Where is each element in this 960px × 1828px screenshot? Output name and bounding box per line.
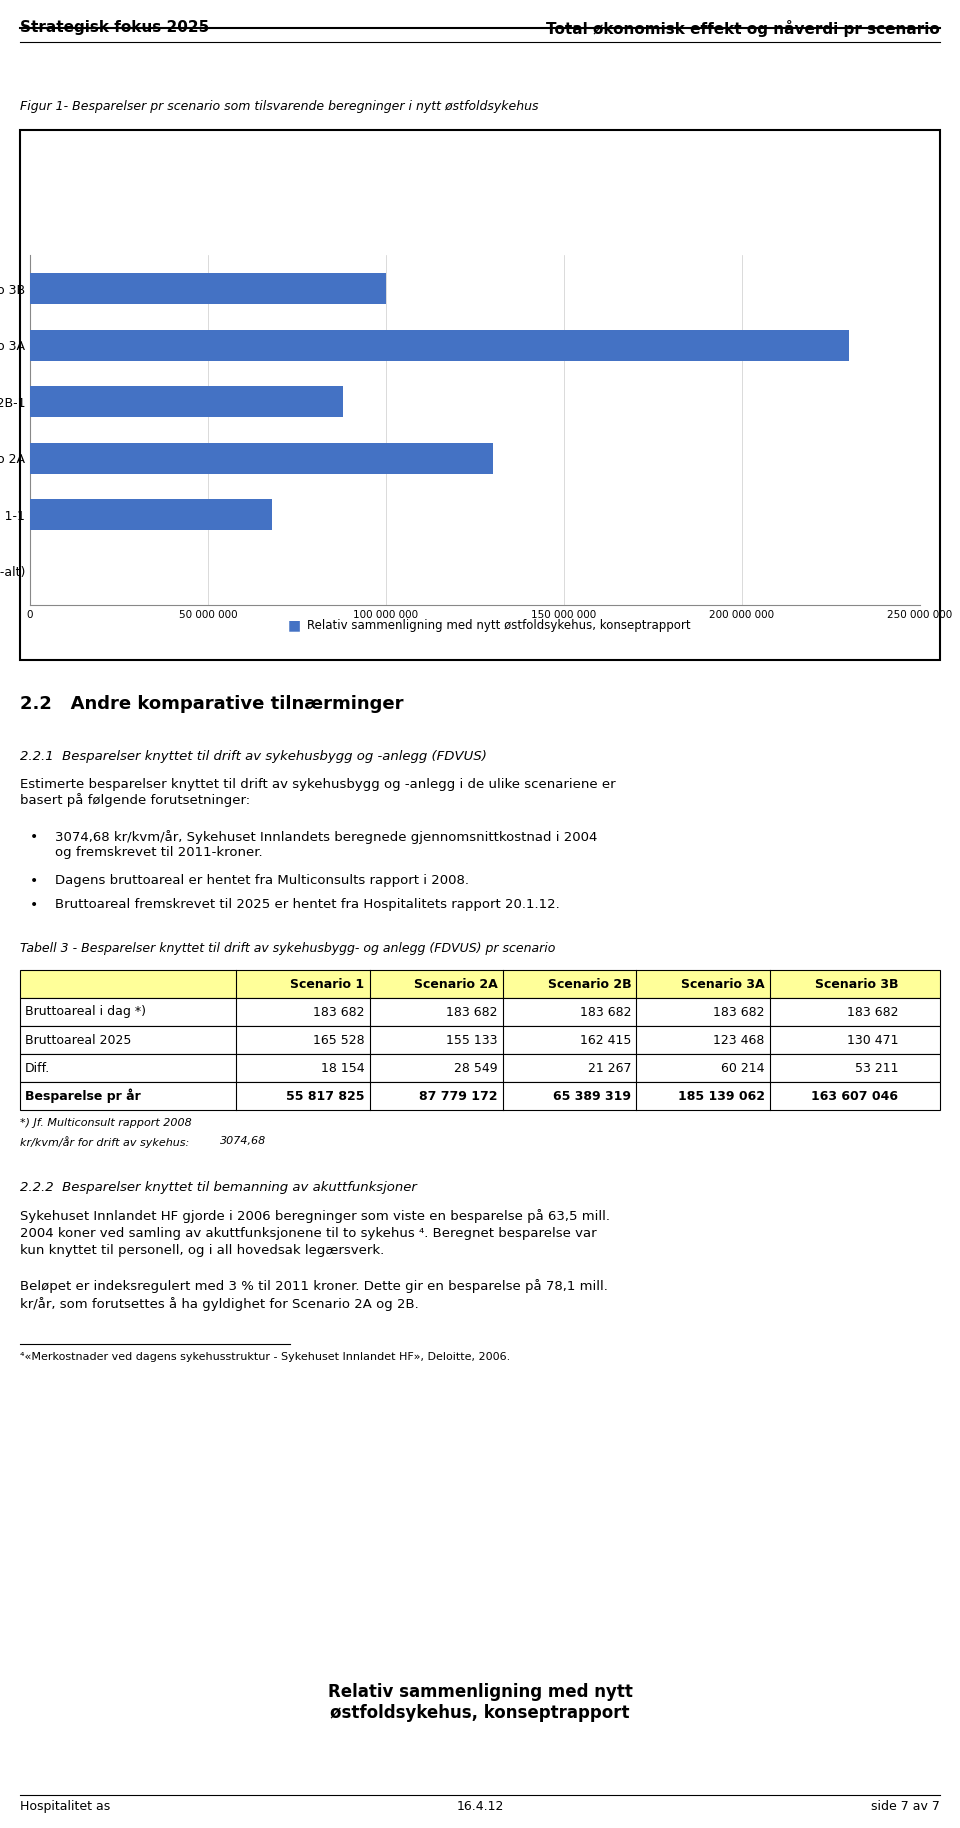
- Bar: [20, 998, 940, 1026]
- Text: kr/kvm/år for drift av sykehus:: kr/kvm/år for drift av sykehus:: [20, 1135, 189, 1148]
- Text: 53 211: 53 211: [854, 1062, 899, 1075]
- Text: Scenario 3B: Scenario 3B: [815, 978, 899, 991]
- Bar: [30, 274, 386, 305]
- Text: Diff.: Diff.: [25, 1062, 50, 1075]
- Text: Besparelse pr år: Besparelse pr år: [25, 1089, 141, 1104]
- Text: 16.4.12: 16.4.12: [456, 1801, 504, 1813]
- Bar: [20, 971, 940, 998]
- Text: 28 549: 28 549: [454, 1062, 498, 1075]
- Text: Tabell 3 - Besparelser knyttet til drift av sykehusbygg- og anlegg (FDVUS) pr sc: Tabell 3 - Besparelser knyttet til drift…: [20, 941, 556, 954]
- Text: 3074,68 kr/kvm/år, Sykehuset Innlandets beregnede gjennomsnittkostnad i 2004
og : 3074,68 kr/kvm/år, Sykehuset Innlandets …: [55, 830, 597, 859]
- Text: Relativ sammenligning med nytt
østfoldsykehus, konseptrapport: Relativ sammenligning med nytt østfoldsy…: [327, 1684, 633, 1722]
- Text: 183 682: 183 682: [847, 1005, 899, 1018]
- Text: ⁴«Merkostnader ved dagens sykehusstruktur - Sykehuset Innlandet HF», Deloitte, 2: ⁴«Merkostnader ved dagens sykehusstruktu…: [20, 1353, 511, 1362]
- Text: 21 267: 21 267: [588, 1062, 632, 1075]
- Text: 183 682: 183 682: [580, 1005, 632, 1018]
- Bar: [20, 1026, 940, 1055]
- Text: side 7 av 7: side 7 av 7: [871, 1801, 940, 1813]
- Text: Hospitalitet as: Hospitalitet as: [20, 1801, 110, 1813]
- Text: 130 471: 130 471: [847, 1033, 899, 1046]
- Text: 183 682: 183 682: [446, 1005, 498, 1018]
- Text: •: •: [30, 898, 38, 912]
- Text: 155 133: 155 133: [446, 1033, 498, 1046]
- Text: 60 214: 60 214: [721, 1062, 765, 1075]
- Text: Sykehuset Innlandet HF gjorde i 2006 beregninger som viste en besparelse på 63,5: Sykehuset Innlandet HF gjorde i 2006 ber…: [20, 1208, 610, 1258]
- Text: Scenario 2A: Scenario 2A: [415, 978, 498, 991]
- Text: 55 817 825: 55 817 825: [286, 1089, 365, 1102]
- Text: Bruttoareal 2025: Bruttoareal 2025: [25, 1033, 132, 1046]
- Text: Strategisk fokus 2025: Strategisk fokus 2025: [20, 20, 209, 35]
- Text: •: •: [30, 874, 38, 888]
- Text: 2.2   Andre komparative tilnærminger: 2.2 Andre komparative tilnærminger: [20, 695, 403, 713]
- Text: Total økonomisk effekt og nåverdi pr scenario: Total økonomisk effekt og nåverdi pr sce…: [546, 20, 940, 37]
- Text: 18 154: 18 154: [321, 1062, 365, 1075]
- Text: 183 682: 183 682: [313, 1005, 365, 1018]
- Text: Bruttoareal fremskrevet til 2025 er hentet fra Hospitalitets rapport 20.1.12.: Bruttoareal fremskrevet til 2025 er hent…: [55, 898, 560, 910]
- Text: 87 779 172: 87 779 172: [420, 1089, 498, 1102]
- Text: Scenario 3A: Scenario 3A: [682, 978, 765, 991]
- Text: •: •: [30, 830, 38, 845]
- Text: Dagens bruttoareal er hentet fra Multiconsults rapport i 2008.: Dagens bruttoareal er hentet fra Multico…: [55, 874, 469, 887]
- Bar: [30, 329, 849, 360]
- Text: 163 607 046: 163 607 046: [811, 1089, 899, 1102]
- Text: 2.2.2  Besparelser knyttet til bemanning av akuttfunksjoner: 2.2.2 Besparelser knyttet til bemanning …: [20, 1181, 417, 1194]
- Text: *) Jf. Multiconsult rapport 2008: *) Jf. Multiconsult rapport 2008: [20, 1119, 192, 1128]
- Bar: [30, 499, 272, 530]
- Text: 162 415: 162 415: [580, 1033, 632, 1046]
- Bar: [20, 1055, 940, 1082]
- Bar: [20, 1082, 940, 1110]
- Text: Beløpet er indeksregulert med 3 % til 2011 kroner. Dette gir en besparelse på 78: Beløpet er indeksregulert med 3 % til 20…: [20, 1280, 608, 1311]
- Text: 2.2.1  Besparelser knyttet til drift av sykehusbygg og -anlegg (FDVUS): 2.2.1 Besparelser knyttet til drift av s…: [20, 749, 487, 762]
- Text: Scenario 1: Scenario 1: [291, 978, 365, 991]
- Text: 123 468: 123 468: [713, 1033, 765, 1046]
- Text: Figur 1- Besparelser pr scenario som tilsvarende beregninger i nytt østfoldsykeh: Figur 1- Besparelser pr scenario som til…: [20, 101, 539, 113]
- Text: 3074,68: 3074,68: [220, 1135, 266, 1146]
- Text: ■: ■: [288, 618, 301, 632]
- Bar: [30, 386, 344, 417]
- Text: 183 682: 183 682: [713, 1005, 765, 1018]
- Text: Estimerte besparelser knyttet til drift av sykehusbygg og -anlegg i de ulike sce: Estimerte besparelser knyttet til drift …: [20, 779, 615, 808]
- Text: 185 139 062: 185 139 062: [678, 1089, 765, 1102]
- Bar: [20, 130, 940, 660]
- Text: Relativ sammenligning med nytt østfoldsykehus, konseptrapport: Relativ sammenligning med nytt østfoldsy…: [307, 618, 691, 631]
- Text: 165 528: 165 528: [313, 1033, 365, 1046]
- Text: Scenario 2B: Scenario 2B: [548, 978, 632, 991]
- Text: Bruttoareal i dag *): Bruttoareal i dag *): [25, 1005, 146, 1018]
- Text: 65 389 319: 65 389 319: [553, 1089, 632, 1102]
- Bar: [30, 442, 492, 473]
